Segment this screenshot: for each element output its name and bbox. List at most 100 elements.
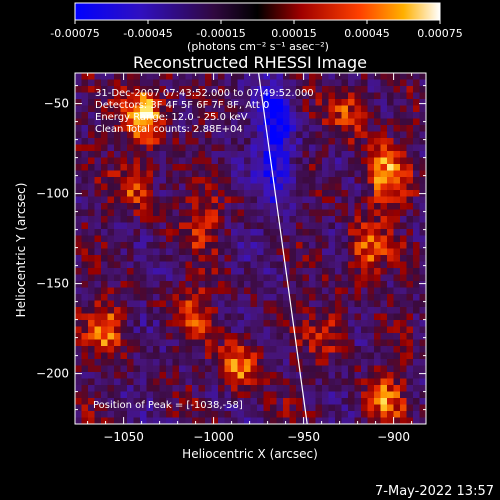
heatmap-cell <box>263 222 271 230</box>
heatmap-cell <box>328 105 336 113</box>
heatmap-cell <box>406 326 414 334</box>
heatmap-cell <box>270 164 277 171</box>
heatmap-cell <box>244 125 251 132</box>
heatmap-cell <box>289 385 297 392</box>
heatmap-cell <box>309 92 316 100</box>
heatmap-cell <box>159 157 167 165</box>
heatmap-cell <box>179 300 186 308</box>
heatmap-cell <box>114 411 121 418</box>
heatmap-cell <box>276 86 284 93</box>
heatmap-cell <box>127 99 134 106</box>
heatmap-cell <box>107 190 115 197</box>
heatmap-cell <box>289 118 297 126</box>
heatmap-cell <box>270 287 277 295</box>
heatmap-cell <box>354 183 362 191</box>
heatmap-cell <box>192 294 199 301</box>
heatmap-cell <box>114 287 121 295</box>
heatmap-cell <box>146 274 154 282</box>
heatmap-cell <box>120 99 128 106</box>
heatmap-cell <box>296 105 303 113</box>
heatmap-cell <box>224 196 232 204</box>
heatmap-cell <box>107 398 115 405</box>
heatmap-cell <box>101 235 108 243</box>
heatmap-cell <box>205 391 212 399</box>
heatmap-cell <box>367 255 375 262</box>
heatmap-cell <box>75 216 82 223</box>
heatmap-cell <box>101 313 108 321</box>
heatmap-cell <box>413 248 420 256</box>
heatmap-cell <box>354 385 362 392</box>
heatmap-cell <box>133 242 141 249</box>
heatmap-cell <box>88 92 95 100</box>
heatmap-cell <box>120 170 128 178</box>
heatmap-cell <box>127 398 134 405</box>
heatmap-cell <box>75 164 82 171</box>
heatmap-cell <box>153 73 160 80</box>
heatmap-cell <box>250 229 258 236</box>
heatmap-cell <box>335 287 342 295</box>
heatmap-cell <box>361 216 368 223</box>
heatmap-cell <box>400 391 407 399</box>
heatmap-cell <box>367 209 375 217</box>
heatmap-cell <box>419 404 426 412</box>
heatmap-cell <box>88 131 95 139</box>
heatmap-cell <box>328 203 336 210</box>
heatmap-cell <box>231 274 238 282</box>
heatmap-cell <box>419 346 426 353</box>
heatmap-cell <box>179 281 186 288</box>
heatmap-cell <box>413 320 420 327</box>
heatmap-cell <box>406 300 414 308</box>
heatmap-cell <box>283 313 290 321</box>
heatmap-cell <box>400 190 407 197</box>
heatmap-cell <box>302 398 310 405</box>
heatmap-cell <box>328 391 336 399</box>
heatmap-cell <box>374 235 381 243</box>
heatmap-cell <box>335 157 342 165</box>
heatmap-cell <box>231 294 238 301</box>
heatmap-cell <box>263 346 271 353</box>
heatmap-cell <box>276 385 284 392</box>
heatmap-cell <box>400 151 407 158</box>
heatmap-cell <box>244 391 251 399</box>
heatmap-cell <box>257 235 264 243</box>
heatmap-cell <box>159 177 167 184</box>
heatmap-cell <box>250 118 258 126</box>
heatmap-cell <box>224 131 232 139</box>
heatmap-cell <box>244 417 251 424</box>
colorbar-tick-label: 0.00015 <box>271 27 317 40</box>
heatmap-cell <box>263 294 271 301</box>
heatmap-cell <box>114 229 121 236</box>
heatmap-cell <box>159 287 167 295</box>
heatmap-cell <box>205 125 212 132</box>
heatmap-cell <box>75 326 82 334</box>
heatmap-cell <box>257 352 264 360</box>
heatmap-cell <box>335 151 342 158</box>
heatmap-cell <box>218 105 225 113</box>
heatmap-cell <box>107 164 115 171</box>
heatmap-cell <box>120 112 128 119</box>
heatmap-cell <box>140 391 147 399</box>
heatmap-cell <box>211 307 219 314</box>
heatmap-cell <box>159 92 167 100</box>
heatmap-cell <box>218 242 225 249</box>
heatmap-cell <box>153 248 160 256</box>
heatmap-cell <box>296 170 303 178</box>
heatmap-cell <box>205 352 212 360</box>
heatmap-cell <box>166 177 173 184</box>
heatmap-cell <box>400 209 407 217</box>
heatmap-cell <box>400 417 407 424</box>
heatmap-cell <box>140 177 147 184</box>
heatmap-cell <box>237 203 245 210</box>
heatmap-cell <box>198 196 206 204</box>
heatmap-cell <box>185 118 193 126</box>
heatmap-cell <box>309 190 316 197</box>
heatmap-cell <box>296 300 303 308</box>
heatmap-cell <box>322 294 329 301</box>
heatmap-cell <box>231 99 238 106</box>
heatmap-cell <box>263 138 271 145</box>
heatmap-cell <box>237 372 245 379</box>
heatmap-cell <box>159 307 167 314</box>
heatmap-cell <box>309 326 316 334</box>
heatmap-cell <box>309 183 316 191</box>
heatmap-cell <box>263 177 271 184</box>
